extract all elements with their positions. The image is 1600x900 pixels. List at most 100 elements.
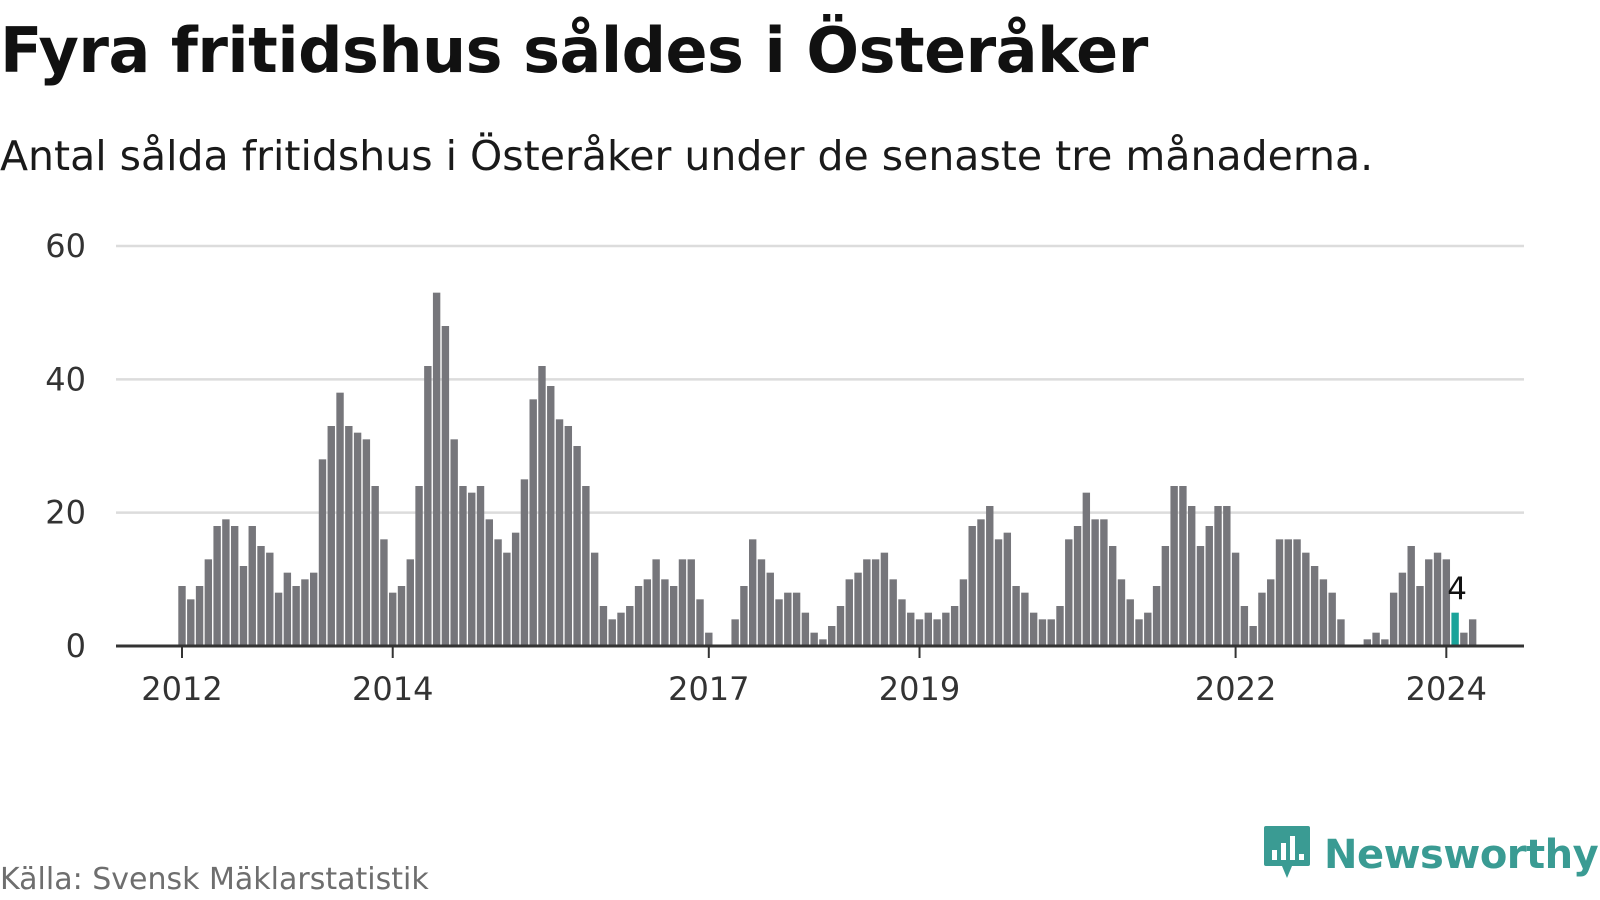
bar <box>406 559 414 646</box>
bar <box>213 526 221 646</box>
bar <box>959 579 968 646</box>
bar <box>907 612 915 646</box>
bar <box>634 586 643 646</box>
bar <box>1319 579 1328 646</box>
source-note: Källa: Svensk Mäklarstatistik <box>0 862 429 897</box>
bar <box>1100 519 1108 646</box>
bar <box>1389 592 1398 646</box>
brand-logo[interactable]: Newsworthy <box>1262 824 1599 886</box>
bar <box>1126 599 1134 646</box>
bar <box>1337 619 1345 646</box>
bar <box>801 612 810 646</box>
bar <box>353 432 362 646</box>
bar <box>819 639 827 646</box>
bar <box>661 579 669 646</box>
bar <box>696 599 704 646</box>
bar <box>1073 526 1082 646</box>
bar <box>529 399 537 646</box>
bar <box>590 552 599 646</box>
bar <box>828 626 836 646</box>
bar <box>441 326 450 646</box>
bar <box>977 519 985 646</box>
bar <box>766 572 774 646</box>
bar <box>230 526 239 646</box>
gridlines <box>116 244 1524 514</box>
bar <box>871 559 880 646</box>
y-tick-label-0: 0 <box>66 627 86 665</box>
bar <box>1205 526 1213 646</box>
bar <box>740 586 748 646</box>
bar <box>248 526 256 646</box>
x-tick-label-2024: 2024 <box>1406 670 1487 708</box>
bar <box>1214 506 1222 646</box>
bar <box>1363 639 1371 646</box>
bar <box>1460 632 1468 646</box>
bar <box>986 506 994 646</box>
bar <box>1231 552 1240 646</box>
bar <box>547 386 555 646</box>
x-axis-ticks: 2012 2014 2017 2019 2022 2024 <box>141 646 1487 708</box>
bar <box>1082 492 1091 646</box>
bar <box>222 519 230 646</box>
bar <box>1188 506 1196 646</box>
x-tick-label-2017: 2017 <box>668 670 749 708</box>
bar <box>494 539 502 646</box>
bar-highlight <box>1451 612 1459 646</box>
x-tick-label-2022: 2022 <box>1195 670 1276 708</box>
bar <box>775 599 783 646</box>
bar <box>239 566 248 646</box>
bar <box>573 446 581 646</box>
bar <box>810 632 818 646</box>
bar <box>397 586 406 646</box>
bar <box>582 486 590 646</box>
bar <box>1056 606 1064 646</box>
bar <box>1047 619 1055 646</box>
bar <box>784 592 792 646</box>
brand-name: Newsworthy <box>1324 832 1599 878</box>
bar <box>301 579 309 646</box>
chart-title: Fyra fritidshus såldes i Österåker <box>0 14 1148 87</box>
bar <box>274 592 283 646</box>
bar <box>749 539 757 646</box>
bar <box>1433 552 1442 646</box>
y-tick-label-60: 60 <box>45 227 86 265</box>
bar <box>1038 619 1047 646</box>
bar <box>1065 539 1073 646</box>
bar <box>187 599 195 646</box>
bar <box>1091 519 1099 646</box>
bar <box>678 559 687 646</box>
newsworthy-logo-icon <box>1262 824 1312 886</box>
bar <box>880 552 889 646</box>
bar <box>424 366 432 646</box>
bar <box>468 492 476 646</box>
bar <box>1003 532 1012 646</box>
bar <box>757 559 766 646</box>
bar <box>538 366 546 646</box>
bar <box>1328 592 1336 646</box>
bar <box>1398 572 1407 646</box>
bar <box>731 619 739 646</box>
bar <box>1249 626 1257 646</box>
bar <box>1267 579 1275 646</box>
bar-chart: 0 20 40 60 2012 2014 2017 2019 2022 2024 4 <box>45 227 1524 708</box>
bar <box>310 572 318 646</box>
bar <box>1012 586 1020 646</box>
bar <box>1284 539 1292 646</box>
bar <box>1135 619 1143 646</box>
bar <box>178 586 186 646</box>
bar <box>336 392 344 646</box>
bar <box>1381 639 1389 646</box>
x-tick-label-2012: 2012 <box>141 670 222 708</box>
bar <box>652 559 660 646</box>
y-tick-label-40: 40 <box>45 360 86 398</box>
bar <box>1407 546 1415 646</box>
bar <box>950 606 959 646</box>
bar <box>1152 586 1161 646</box>
bar <box>889 579 897 646</box>
bar <box>555 419 564 646</box>
bar <box>1196 546 1205 646</box>
bar <box>380 539 388 646</box>
bar <box>283 572 292 646</box>
bar <box>476 486 485 646</box>
bar <box>845 579 853 646</box>
